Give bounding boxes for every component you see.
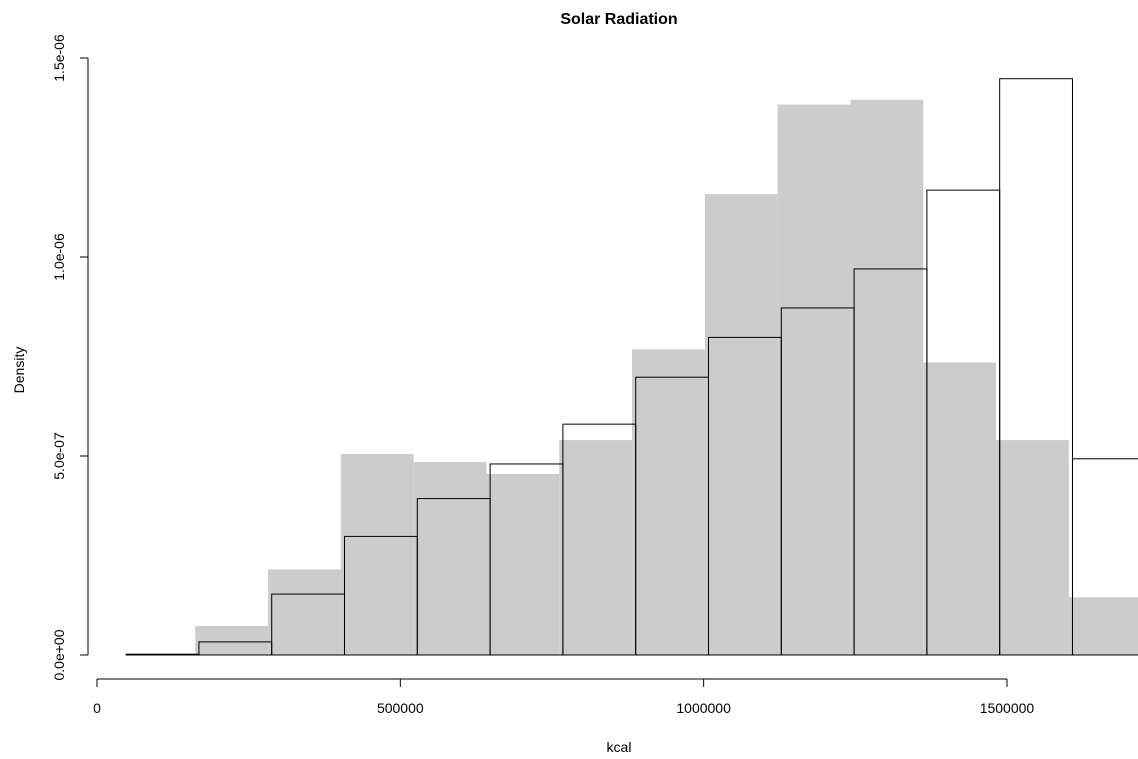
y-tick-label: 5.0e-07 bbox=[51, 432, 67, 480]
histogram-bar bbox=[704, 194, 778, 655]
x-tick-label: 1500000 bbox=[980, 700, 1035, 716]
plot-area bbox=[125, 78, 1138, 656]
histogram-bar bbox=[632, 349, 705, 655]
y-axis: 0.0e+00 5.0e-07 1.0e-06 1.5e-06 bbox=[51, 34, 89, 681]
y-tick-label: 1.5e-06 bbox=[51, 34, 67, 82]
histogram-bar bbox=[777, 104, 851, 656]
histogram-bar bbox=[413, 461, 487, 655]
chart-title: Solar Radiation bbox=[560, 11, 677, 28]
histogram-bar bbox=[996, 440, 1069, 655]
x-axis: 0 500000 1000000 1500000 bbox=[93, 678, 1035, 716]
histogram-bar bbox=[486, 473, 560, 655]
histogram-bar bbox=[923, 362, 997, 655]
histogram-bar bbox=[1071, 458, 1138, 656]
histogram-bar bbox=[195, 625, 269, 655]
y-axis-label: Density bbox=[11, 347, 27, 394]
y-tick-label: 0.0e+00 bbox=[51, 629, 67, 680]
x-tick-label: 500000 bbox=[377, 700, 424, 716]
histogram-bar bbox=[268, 569, 341, 655]
histogram-bar bbox=[999, 78, 1073, 656]
x-tick-label: 1000000 bbox=[676, 700, 731, 716]
x-tick-label: 0 bbox=[93, 700, 101, 716]
y-tick-label: 1.0e-06 bbox=[51, 233, 67, 281]
histogram-bar bbox=[850, 99, 924, 656]
histogram-bar bbox=[1068, 597, 1138, 655]
histogram-bar bbox=[559, 440, 633, 655]
histogram-series-1 bbox=[195, 99, 1138, 656]
x-axis-label: kcal bbox=[607, 739, 632, 755]
histogram-bar bbox=[340, 454, 414, 655]
histogram-series-2 bbox=[125, 78, 1138, 656]
histogram-bar bbox=[125, 653, 200, 656]
